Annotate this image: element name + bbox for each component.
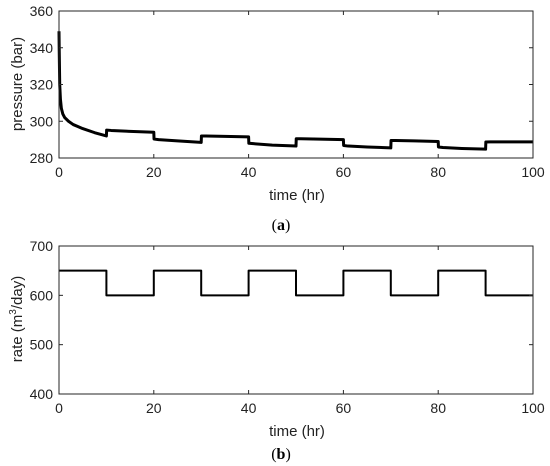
- pressure-series-line: [57, 31, 533, 151]
- rate-y-tick-label: 500: [30, 337, 54, 353]
- rate-x-tick-label: 0: [55, 400, 63, 416]
- rate-y-axis-label: rate (m3/day): [8, 276, 26, 362]
- rate-chart: 0 20 40 60 80 100 400 500 600 700 time (hr) rate …: [8, 238, 545, 463]
- rate-y-tick-label: 700: [30, 238, 54, 254]
- rate-plot-area: 0 20 40 60 80 100 400 500 600 700: [30, 238, 545, 416]
- rate-y-label-before: rate (m: [9, 315, 26, 363]
- caption-b-letter: b: [277, 446, 286, 463]
- rate-y-tick-label: 400: [30, 386, 54, 402]
- pressure-axes-frame: [58, 10, 534, 159]
- pressure-x-tick-label: 20: [146, 164, 162, 180]
- rate-x-tick-label: 80: [430, 400, 446, 416]
- caption-b-open: (: [271, 446, 276, 463]
- pressure-x-tick-label: 100: [521, 164, 545, 180]
- pressure-y-tick-label: 280: [30, 150, 54, 166]
- caption-a: (a): [272, 217, 291, 234]
- pressure-chart: 0 20 40 60 80 100 280 300 320 340 360 time (hr) pr…: [9, 3, 545, 234]
- rate-y-label-after: /day): [9, 276, 26, 309]
- pressure-x-tick-label: 0: [55, 164, 63, 180]
- pressure-y-tick-label: 340: [30, 40, 54, 56]
- pressure-x-axis-label: time (hr): [269, 187, 325, 204]
- rate-x-tick-label: 20: [146, 400, 162, 416]
- pressure-x-tick-label: 60: [336, 164, 352, 180]
- pressure-y-tick-label: 360: [30, 3, 54, 19]
- rate-x-tick-label: 60: [336, 400, 352, 416]
- rate-x-tick-label: 100: [521, 400, 545, 416]
- rate-y-label-sup: 3: [8, 309, 19, 315]
- pressure-plot-area: 0 20 40 60 80 100 280 300 320 340 360: [30, 3, 545, 180]
- caption-a-close: ): [285, 217, 290, 234]
- caption-a-open: (: [272, 217, 277, 234]
- rate-y-tick-label: 600: [30, 287, 54, 303]
- rate-x-tick-label: 40: [241, 400, 257, 416]
- pressure-x-tick-label: 40: [241, 164, 257, 180]
- pressure-y-axis-label: pressure (bar): [9, 37, 26, 131]
- pressure-y-tick-label: 320: [30, 77, 54, 93]
- rate-axes-frame: [58, 245, 534, 395]
- caption-b-close: ): [285, 446, 290, 463]
- pressure-y-tick-label: 300: [30, 113, 54, 129]
- rate-series-line: [59, 269, 533, 297]
- caption-b: (b): [271, 446, 291, 463]
- caption-a-letter: a: [277, 217, 285, 234]
- pressure-x-tick-label: 80: [430, 164, 446, 180]
- rate-x-axis-label: time (hr): [269, 423, 325, 440]
